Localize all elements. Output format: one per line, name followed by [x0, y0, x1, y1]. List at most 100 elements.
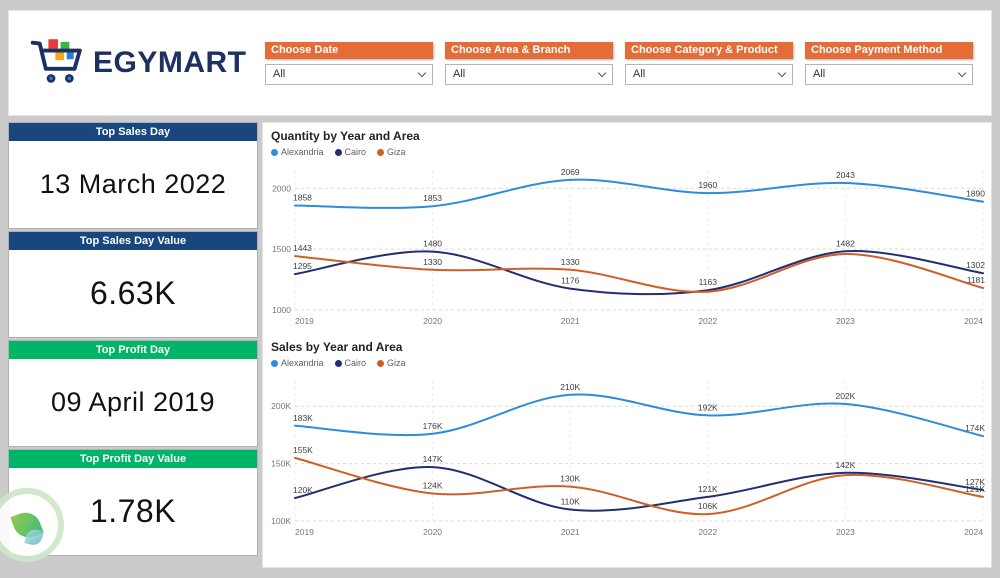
legend-item-alexandria[interactable]: Alexandria: [271, 147, 324, 157]
data-label: 1890: [966, 189, 985, 199]
filter-header: Choose Date: [265, 41, 433, 59]
kpi-card-top-sales-day-value: Top Sales Day Value 6.63K: [8, 231, 258, 338]
data-label: 1163: [699, 277, 718, 287]
legend-dot: [377, 148, 385, 156]
data-label: 183K: [293, 413, 313, 423]
quantity-chart: Quantity by Year and Area Alexandria Cair…: [269, 129, 991, 332]
data-label: 121K: [965, 484, 985, 494]
filter-header: Choose Category & Product: [625, 41, 793, 59]
filter-choose-date: Choose Date All: [265, 41, 433, 85]
legend-dot: [334, 359, 342, 367]
chevron-down-icon: [777, 68, 787, 77]
date-dropdown[interactable]: All: [265, 63, 433, 85]
data-label: 1960: [698, 180, 717, 190]
data-label: 1295: [293, 261, 312, 271]
kpi-value: 6.63K: [89, 275, 177, 311]
legend-dot: [271, 148, 278, 156]
data-label: 155K: [293, 445, 313, 455]
quantity-chart-plot: 1000 1500 2000 2019 2020 2021 2022 2023 2024 1858…: [272, 167, 986, 326]
chart-title: Quantity by Year and Area: [271, 129, 420, 143]
data-label: 1443: [293, 243, 312, 253]
data-label: 124K: [423, 481, 443, 491]
sales-chart: Sales by Year and Area Alexandria Cairo Gi…: [269, 340, 991, 543]
data-label: 202K: [835, 391, 855, 401]
dropdown-value: All: [813, 68, 826, 80]
x-tick-label: 2019: [295, 316, 314, 326]
x-tick-label: 2024: [964, 316, 983, 326]
series-line-alexandria: [294, 393, 984, 438]
legend-dot: [377, 359, 385, 367]
charts-panel: Quantity by Year and Area Alexandria Cair…: [262, 122, 992, 568]
kpi-title: Top Profit Day Value: [9, 450, 257, 468]
filter-bar: Choose Date All Choose Area & Branch All…: [265, 41, 973, 85]
payment-method-dropdown[interactable]: All: [805, 63, 973, 85]
filter-category-product: Choose Category & Product All: [625, 41, 793, 85]
x-tick-label: 2019: [295, 527, 314, 537]
data-label: 1302: [966, 260, 985, 270]
kpi-title: Top Sales Day: [9, 123, 257, 141]
series-line-alexandria: [294, 178, 984, 209]
dropdown-value: All: [453, 68, 466, 80]
legend-label: Giza: [387, 147, 406, 157]
series-line-cairo: [294, 466, 984, 512]
x-tick-label: 2023: [836, 316, 855, 326]
filter-header: Choose Area & Branch: [445, 41, 613, 59]
kpi-title: Top Profit Day: [9, 341, 257, 359]
kpi-value: 13 March 2022: [39, 169, 227, 199]
legend-label: Giza: [387, 358, 406, 368]
x-tick-label: 2023: [836, 527, 855, 537]
data-label: 1858: [293, 193, 312, 203]
data-label: 130K: [560, 474, 580, 484]
filter-area-branch: Choose Area & Branch All: [445, 41, 613, 85]
data-label: 127K: [965, 477, 985, 487]
brand-name: EGYMART: [93, 46, 247, 79]
chart-legend: Alexandria Cairo Giza: [271, 146, 991, 158]
data-label: 147K: [423, 454, 443, 464]
legend-label: Alexandria: [281, 358, 324, 368]
y-tick-label: 2000: [272, 183, 291, 193]
filter-payment-method: Choose Payment Method All: [805, 41, 973, 85]
data-label: 1330: [561, 257, 580, 267]
area-branch-dropdown[interactable]: All: [445, 63, 613, 85]
legend-item-giza[interactable]: Giza: [377, 147, 406, 157]
data-label: 2069: [561, 167, 580, 177]
y-tick-label: 200K: [271, 401, 291, 411]
data-label: 1480: [423, 239, 442, 249]
series-line-giza: [294, 252, 984, 293]
y-tick-label: 150K: [271, 459, 291, 469]
data-label: 2043: [836, 170, 855, 180]
x-tick-label: 2020: [423, 316, 442, 326]
chart-legend: Alexandria Cairo Giza: [271, 357, 991, 369]
data-label: 1482: [836, 238, 855, 248]
data-label: 1330: [423, 257, 442, 267]
x-tick-label: 2021: [561, 527, 580, 537]
series-line-giza: [294, 456, 984, 516]
watermark-logo: [0, 488, 64, 562]
y-tick-label: 1000: [272, 305, 291, 315]
data-label: 1181: [967, 275, 986, 285]
data-label: 176K: [423, 421, 443, 431]
kpi-card-top-sales-day: Top Sales Day 13 March 2022: [8, 122, 258, 229]
dropdown-value: All: [633, 68, 646, 80]
y-tick-label: 1500: [272, 244, 291, 254]
data-label: 174K: [965, 423, 985, 433]
x-tick-label: 2022: [698, 316, 717, 326]
chevron-down-icon: [417, 68, 427, 77]
legend-label: Cairo: [344, 358, 367, 368]
data-label: 210K: [560, 382, 580, 392]
legend-item-cairo[interactable]: Cairo: [334, 147, 366, 157]
series-line-cairo: [294, 250, 984, 296]
legend-item-cairo[interactable]: Cairo: [334, 358, 367, 368]
legend-item-alexandria[interactable]: Alexandria: [271, 358, 324, 368]
category-product-dropdown[interactable]: All: [625, 63, 793, 85]
filter-header: Choose Payment Method: [805, 41, 973, 59]
kpi-card-top-profit-day: Top Profit Day 09 April 2019: [8, 340, 258, 447]
data-label: 1176: [561, 276, 580, 286]
legend-dot: [334, 148, 342, 156]
chevron-down-icon: [597, 68, 607, 77]
kpi-value: 09 April 2019: [50, 387, 216, 417]
brand-logo: EGYMART: [29, 34, 246, 93]
legend-item-giza[interactable]: Giza: [377, 358, 406, 368]
legend-dot: [271, 359, 278, 367]
x-tick-label: 2021: [561, 316, 580, 326]
